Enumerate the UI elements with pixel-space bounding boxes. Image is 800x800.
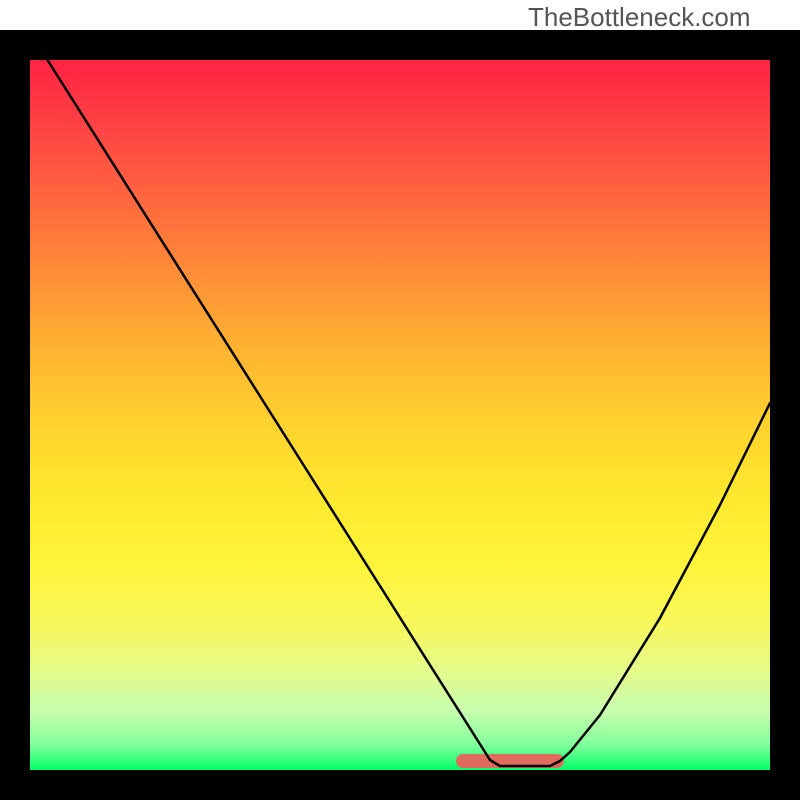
plot-area	[30, 30, 770, 770]
watermark-text: TheBottleneck.com	[528, 2, 751, 33]
bottleneck-curve	[30, 30, 770, 770]
curve-path	[30, 30, 770, 766]
